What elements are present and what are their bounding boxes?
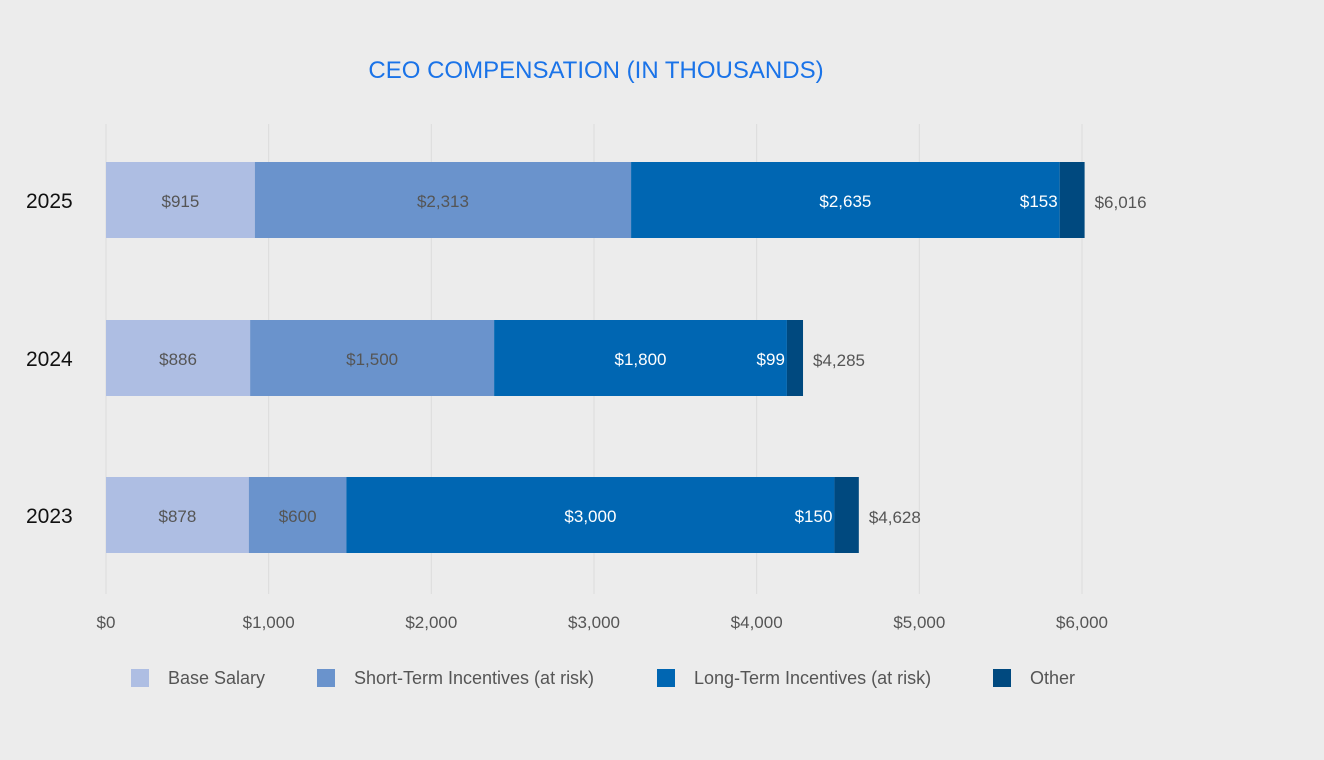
legend-label: Short-Term Incentives (at risk): [354, 668, 594, 688]
data-label: $2,313: [417, 192, 469, 211]
bar-segment: [631, 162, 1060, 238]
total-label: $4,285: [813, 351, 865, 370]
data-label: $886: [159, 350, 197, 369]
x-tick-label: $4,000: [731, 613, 783, 632]
legend-swatch: [131, 669, 149, 687]
x-tick-label: $2,000: [405, 613, 457, 632]
legend: Base Salary Short-Term Incentives (at ris…: [131, 668, 1075, 688]
legend-label: Base Salary: [168, 668, 265, 688]
data-label: $1,800: [615, 350, 667, 369]
bar-segment: [248, 477, 347, 553]
x-tick-label: $1,000: [243, 613, 295, 632]
bars-layer: 2025 $915 $2,313 $2,635 $153 $6,016 2024 $886 $1…: [26, 162, 1147, 553]
legend-label: Long-Term Incentives (at risk): [694, 668, 931, 688]
bar-segment: [254, 162, 632, 238]
bar-segment: [106, 477, 249, 553]
data-label: $150: [795, 507, 833, 526]
chart-title: CEO COMPENSATION (IN THOUSANDS): [368, 57, 823, 84]
y-category-label: 2024: [26, 348, 73, 371]
bar-segment: [834, 477, 859, 553]
bar-segment: [346, 477, 835, 553]
data-label: $153: [1020, 192, 1058, 211]
y-category-label: 2025: [26, 190, 73, 213]
x-axis: $0 $1,000 $2,000 $3,000 $4,000 $5,000 $6,000: [97, 613, 1108, 632]
legend-label: Other: [1030, 668, 1075, 688]
bar-segment: [250, 320, 495, 396]
x-tick-label: $3,000: [568, 613, 620, 632]
legend-swatch: [657, 669, 675, 687]
data-label: $2,635: [819, 192, 871, 211]
total-label: $6,016: [1095, 193, 1147, 212]
data-label: $1,500: [346, 350, 398, 369]
data-label: $878: [158, 507, 196, 526]
x-tick-label: $5,000: [893, 613, 945, 632]
legend-swatch: [993, 669, 1011, 687]
total-label: $4,628: [869, 508, 921, 527]
data-label: $915: [162, 192, 200, 211]
x-tick-label: $6,000: [1056, 613, 1108, 632]
data-label: $3,000: [564, 507, 616, 526]
y-category-label: 2023: [26, 505, 73, 528]
bar-segment: [106, 320, 251, 396]
bar-segment: [1059, 162, 1085, 238]
bar-segment: [786, 320, 804, 396]
legend-swatch: [317, 669, 335, 687]
data-label: $99: [757, 350, 785, 369]
x-tick-label: $0: [97, 613, 116, 632]
bar-segment: [106, 162, 255, 238]
bar-segment: [494, 320, 787, 396]
data-label: $600: [279, 507, 317, 526]
